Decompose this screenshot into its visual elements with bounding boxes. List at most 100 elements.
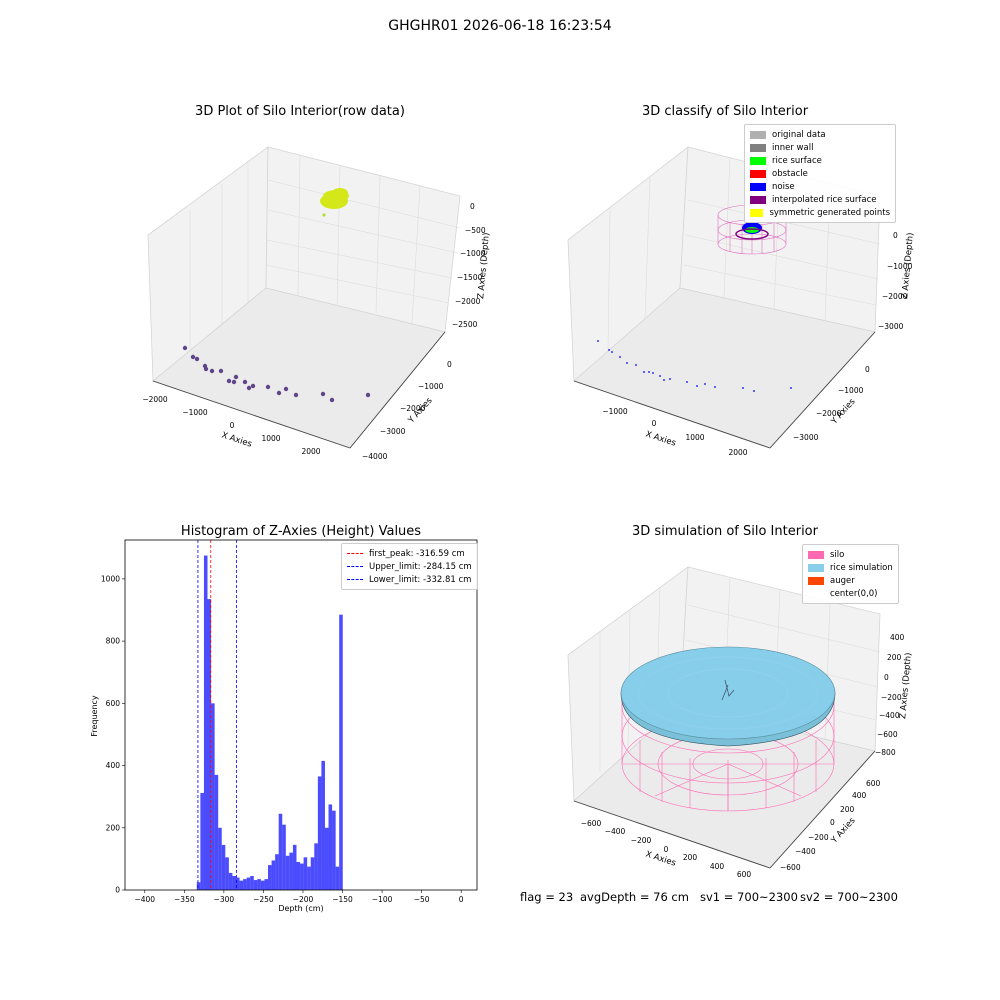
legend-entry: noise bbox=[750, 180, 890, 193]
histogram-bar bbox=[239, 880, 244, 890]
tick-label: −200 bbox=[631, 836, 652, 845]
tick-label: −100 bbox=[372, 895, 393, 904]
legend-swatch bbox=[750, 130, 766, 139]
histogram-bar bbox=[235, 877, 240, 890]
tick-label: 0 bbox=[865, 365, 870, 374]
histogram-xlabel: Depth (cm) bbox=[278, 904, 323, 913]
histogram-bar bbox=[278, 813, 283, 890]
tick-label: −150 bbox=[332, 895, 353, 904]
panel1-3d-plot: −2000 −1000 0 1000 2000 0 −1000 −2000 −3… bbox=[142, 146, 492, 461]
tick-label: 0 bbox=[652, 419, 657, 428]
tick-label: −200 bbox=[293, 895, 314, 904]
legend-swatch bbox=[808, 563, 824, 572]
panel2-axis-box bbox=[573, 331, 876, 449]
legend-swatch bbox=[750, 156, 766, 165]
histogram-bar bbox=[271, 860, 276, 890]
panel4-rice-surface bbox=[620, 646, 836, 747]
panel3-title: Histogram of Z-Axies (Height) Values bbox=[180, 524, 422, 539]
panel4-legend: silo rice simulation auger center(0,0) bbox=[802, 544, 899, 604]
tick-label: −600 bbox=[581, 819, 602, 828]
panel1-title: 3D Plot of Silo Interior(row data) bbox=[195, 104, 405, 119]
histogram-bar bbox=[339, 614, 343, 890]
tick-label: 0 bbox=[884, 673, 889, 682]
legend-label: auger bbox=[830, 575, 855, 586]
histogram-bar bbox=[289, 852, 293, 890]
legend-swatch bbox=[808, 576, 824, 585]
panel4-3d-plot: −600 −400 −200 0 200 400 600 600 400 200… bbox=[567, 566, 914, 879]
legend-entry: original data bbox=[750, 128, 890, 141]
tick-label: −50 bbox=[414, 895, 430, 904]
tick-label: −600 bbox=[780, 863, 801, 872]
tick-label: 0 bbox=[115, 886, 120, 895]
histogram-bar bbox=[218, 827, 222, 890]
panel4-axis-box bbox=[573, 750, 876, 869]
tick-label: −2000 bbox=[455, 297, 481, 306]
tick-label: 0 bbox=[830, 818, 835, 827]
tick-label: −300 bbox=[214, 895, 235, 904]
tick-label: 800 bbox=[106, 637, 121, 646]
legend-label: noise bbox=[772, 181, 795, 192]
tick-label: −1000 bbox=[602, 407, 628, 416]
legend-label: silo bbox=[830, 549, 845, 560]
legend-swatch bbox=[808, 550, 824, 559]
tick-label: −1000 bbox=[838, 386, 864, 395]
tick-label: 0 bbox=[447, 360, 452, 369]
histogram-bar bbox=[203, 555, 208, 890]
tick-label: −2000 bbox=[882, 292, 908, 301]
histogram-bar bbox=[317, 776, 322, 890]
histogram-bar bbox=[324, 827, 329, 890]
panel4-title: 3D simulation of Silo Interior bbox=[632, 524, 818, 539]
tick-label: 200 bbox=[683, 853, 698, 862]
panel2-grid bbox=[607, 157, 881, 351]
panel1-xlabel: X Axies bbox=[220, 430, 253, 449]
tick-label: 0 bbox=[664, 845, 669, 854]
histogram-bar bbox=[264, 879, 269, 890]
legend-swatch bbox=[750, 195, 766, 204]
legend-entry: first_peak: -316.59 cm bbox=[347, 547, 472, 560]
panel4-zlabel: Z Axies (Depth) bbox=[898, 652, 914, 719]
panel4-z-ticks: 400 200 0 −200 −400 −600 −800 bbox=[875, 633, 905, 757]
histogram-bar bbox=[257, 879, 261, 890]
panel1-points-floor bbox=[182, 345, 371, 403]
tick-label: −400 bbox=[605, 827, 626, 836]
panel2-title: 3D classify of Silo Interior bbox=[641, 104, 809, 119]
legend-label: inner wall bbox=[772, 142, 814, 153]
histogram-bar bbox=[332, 810, 336, 890]
legend-label: rice surface bbox=[772, 155, 822, 166]
histogram-bar bbox=[292, 844, 297, 890]
tick-label: 200 bbox=[840, 805, 855, 814]
histogram-bar bbox=[321, 760, 325, 890]
legend-entry: auger bbox=[808, 574, 893, 587]
histogram-bar bbox=[335, 866, 340, 890]
tick-label: 0 bbox=[230, 421, 235, 430]
legend-entry: center(0,0) bbox=[808, 587, 893, 600]
histogram-bar bbox=[303, 857, 308, 890]
panel2-z-ticks: 0 −1000 −2000 −3000 bbox=[878, 231, 913, 331]
legend-entry: obstacle bbox=[750, 167, 890, 180]
legend-label: Lower_limit: -332.81 cm bbox=[369, 574, 472, 585]
legend-label: interpolated rice surface bbox=[772, 194, 877, 205]
histogram-bar bbox=[221, 844, 226, 890]
legend-entry: silo bbox=[808, 548, 893, 561]
legend-label: first_peak: -316.59 cm bbox=[369, 548, 465, 559]
tick-label: 1000 bbox=[101, 574, 120, 583]
histogram-bar bbox=[253, 880, 258, 890]
legend-label: rice simulation bbox=[830, 562, 893, 573]
tick-label: 1000 bbox=[261, 434, 280, 443]
legend-swatch bbox=[750, 169, 766, 178]
tick-label: 0 bbox=[893, 231, 898, 240]
legend-entry: Upper_limit: -284.15 cm bbox=[347, 560, 472, 573]
tick-label: −400 bbox=[795, 847, 816, 856]
tick-label: −1000 bbox=[887, 262, 913, 271]
panel2-surface bbox=[735, 222, 769, 240]
tick-label: −500 bbox=[465, 226, 486, 235]
tick-label: −1000 bbox=[418, 382, 444, 391]
panel2-y-ticks: 0 −1000 −2000 −3000 bbox=[793, 365, 870, 442]
tick-label: 400 bbox=[710, 862, 725, 871]
status-avg-depth: avgDepth = 76 cm bbox=[580, 890, 689, 904]
histogram-bar bbox=[211, 703, 215, 890]
panel1-z-ticks: 0 −500 −1000 −1500 −2000 −2500 bbox=[452, 202, 486, 329]
panel1-y-ticks: 0 −1000 −2000 −3000 −4000 bbox=[362, 360, 452, 461]
histogram-bar bbox=[285, 855, 290, 890]
tick-label: 1000 bbox=[685, 433, 704, 442]
